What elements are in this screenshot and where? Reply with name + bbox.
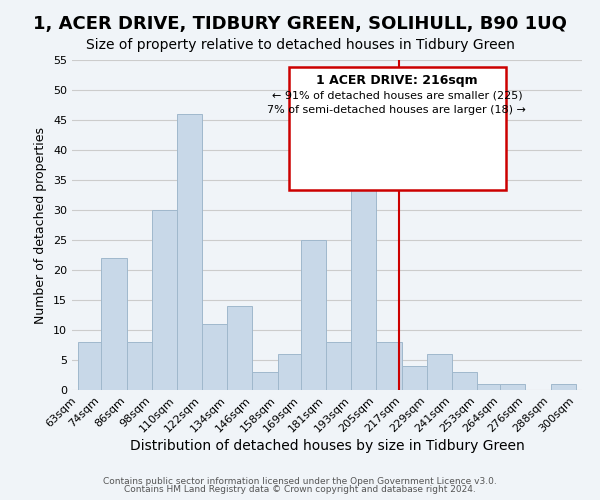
Text: Contains public sector information licensed under the Open Government Licence v3: Contains public sector information licen…: [103, 477, 497, 486]
Bar: [202, 324, 227, 390]
Bar: [427, 354, 452, 390]
Bar: [127, 342, 152, 390]
Y-axis label: Number of detached properties: Number of detached properties: [34, 126, 47, 324]
Bar: [351, 144, 376, 390]
Bar: [152, 210, 177, 390]
Bar: [326, 342, 351, 390]
Bar: [227, 306, 253, 390]
X-axis label: Distribution of detached houses by size in Tidbury Green: Distribution of detached houses by size …: [130, 440, 524, 454]
Text: 1 ACER DRIVE: 216sqm: 1 ACER DRIVE: 216sqm: [316, 74, 478, 87]
Bar: [177, 114, 202, 390]
Bar: [500, 384, 526, 390]
Text: 1, ACER DRIVE, TIDBURY GREEN, SOLIHULL, B90 1UQ: 1, ACER DRIVE, TIDBURY GREEN, SOLIHULL, …: [33, 15, 567, 33]
FancyBboxPatch shape: [289, 66, 506, 190]
Bar: [452, 372, 477, 390]
Bar: [101, 258, 127, 390]
Text: Contains HM Land Registry data © Crown copyright and database right 2024.: Contains HM Land Registry data © Crown c…: [124, 485, 476, 494]
Text: Size of property relative to detached houses in Tidbury Green: Size of property relative to detached ho…: [86, 38, 514, 52]
Text: 7% of semi-detached houses are larger (18) →: 7% of semi-detached houses are larger (1…: [268, 105, 526, 115]
Bar: [301, 240, 326, 390]
Text: ← 91% of detached houses are smaller (225): ← 91% of detached houses are smaller (22…: [272, 90, 522, 101]
Bar: [477, 384, 500, 390]
Bar: [401, 366, 427, 390]
Bar: [376, 342, 401, 390]
Bar: [278, 354, 301, 390]
Bar: [78, 342, 101, 390]
Bar: [551, 384, 576, 390]
Bar: [253, 372, 278, 390]
